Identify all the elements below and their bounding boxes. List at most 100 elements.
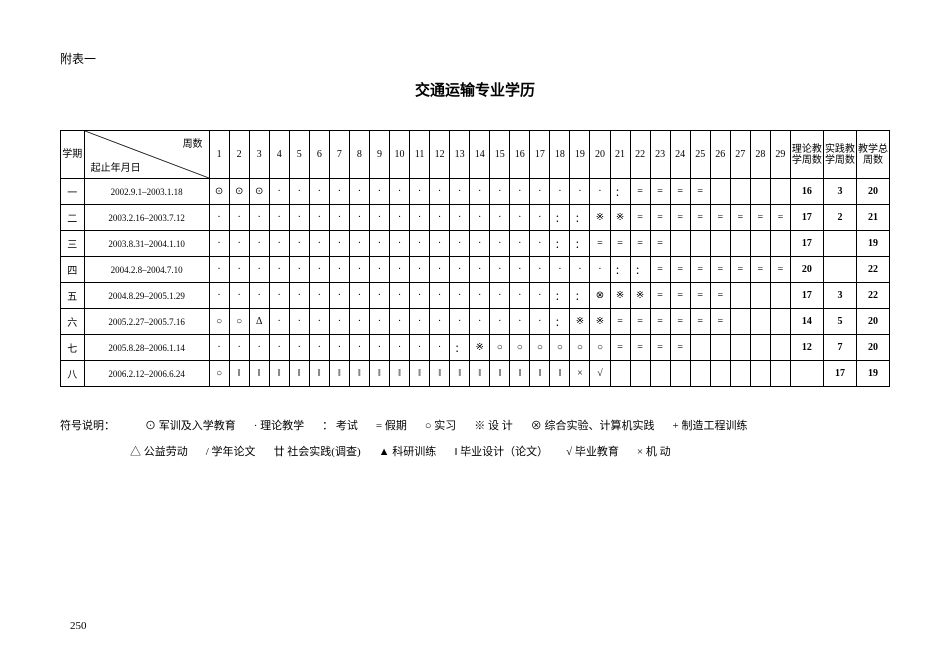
legend: 符号说明： ⊙ 军训及入学教育· 理论教学： 考试= 假期○ 实习※ 设 计⊗ … <box>60 415 890 463</box>
hdr-week: 1 <box>209 131 229 179</box>
cell-week: · <box>510 309 530 335</box>
cell-week <box>770 179 790 205</box>
cell-week: ‖ <box>229 361 249 387</box>
cell-week: · <box>229 335 249 361</box>
cell-date: 2002.9.1–2003.1.18 <box>84 179 209 205</box>
hdr-week: 15 <box>490 131 510 179</box>
cell-semester: 四 <box>61 257 85 283</box>
cell-sum3: 20 <box>856 179 889 205</box>
cell-sum2: 5 <box>823 309 856 335</box>
cell-date: 2003.2.16–2003.7.12 <box>84 205 209 231</box>
cell-week: · <box>369 231 389 257</box>
legend-item: · 理论教学 <box>254 415 304 437</box>
table-row: 七2005.8.28–2006.1.14············：※○○○○○○… <box>61 335 890 361</box>
table-row: 六2005.2.27–2005.7.16○○Δ··············：※※… <box>61 309 890 335</box>
table-row: 五2004.8.29–2005.1.29·················：：⊗… <box>61 283 890 309</box>
cell-week: · <box>369 205 389 231</box>
cell-week: · <box>450 205 470 231</box>
hdr-week: 18 <box>550 131 570 179</box>
cell-week <box>670 361 690 387</box>
cell-week <box>750 231 770 257</box>
cell-week: = <box>770 257 790 283</box>
cell-week: = <box>650 283 670 309</box>
cell-week: ： <box>630 257 650 283</box>
cell-sum1: 14 <box>790 309 823 335</box>
cell-week <box>670 231 690 257</box>
cell-week: · <box>329 257 349 283</box>
cell-week: ※ <box>610 283 630 309</box>
hdr-week: 17 <box>530 131 550 179</box>
cell-week: · <box>369 179 389 205</box>
cell-week <box>710 179 730 205</box>
table-row: 三2003.8.31–2004.1.10·················：：=… <box>61 231 890 257</box>
cell-week: · <box>450 257 470 283</box>
legend-lead: 符号说明： <box>60 415 115 437</box>
hdr-week: 19 <box>570 131 590 179</box>
cell-week: ※ <box>570 309 590 335</box>
cell-week: · <box>590 257 610 283</box>
cell-sum3: 20 <box>856 309 889 335</box>
cell-week: · <box>269 179 289 205</box>
cell-week: ‖ <box>389 361 409 387</box>
cell-week: ○ <box>550 335 570 361</box>
cell-week <box>690 335 710 361</box>
cell-semester: 二 <box>61 205 85 231</box>
legend-item: = 假期 <box>376 415 407 437</box>
cell-week: ‖ <box>289 361 309 387</box>
cell-week: · <box>389 179 409 205</box>
legend-item: ▲ 科研训练 <box>379 441 437 463</box>
cell-week: · <box>349 335 369 361</box>
cell-week: = <box>630 205 650 231</box>
cell-week: = <box>690 179 710 205</box>
cell-week: · <box>470 257 490 283</box>
cell-week: · <box>410 179 430 205</box>
cell-week: · <box>269 231 289 257</box>
table-row: 四2004.2.8–2004.7.10····················：… <box>61 257 890 283</box>
cell-week: ： <box>570 205 590 231</box>
cell-week: · <box>410 257 430 283</box>
hdr-week: 9 <box>369 131 389 179</box>
cell-week: = <box>650 335 670 361</box>
cell-week: · <box>410 335 430 361</box>
legend-item: ※ 设 计 <box>474 415 513 437</box>
cell-week: = <box>670 179 690 205</box>
cell-week: · <box>289 309 309 335</box>
cell-week: · <box>490 257 510 283</box>
cell-week: · <box>369 283 389 309</box>
hdr-week: 22 <box>630 131 650 179</box>
hdr-week: 21 <box>610 131 630 179</box>
cell-week: = <box>630 335 650 361</box>
cell-semester: 五 <box>61 283 85 309</box>
cell-week: · <box>289 257 309 283</box>
cell-week: = <box>630 309 650 335</box>
cell-week <box>710 361 730 387</box>
cell-semester: 一 <box>61 179 85 205</box>
cell-week: · <box>309 335 329 361</box>
cell-week: ‖ <box>410 361 430 387</box>
hdr-diagonal: 周数 起止年月日 <box>84 131 209 179</box>
cell-week: · <box>269 335 289 361</box>
cell-week: ‖ <box>329 361 349 387</box>
cell-week: · <box>389 257 409 283</box>
hdr-week: 28 <box>750 131 770 179</box>
cell-week: = <box>670 205 690 231</box>
cell-week: · <box>470 205 490 231</box>
cell-week: · <box>470 309 490 335</box>
hdr-week: 20 <box>590 131 610 179</box>
cell-week: ⊙ <box>209 179 229 205</box>
cell-week: · <box>329 205 349 231</box>
cell-week: · <box>530 205 550 231</box>
cell-week: √ <box>590 361 610 387</box>
cell-week: · <box>309 283 329 309</box>
hdr-week: 24 <box>670 131 690 179</box>
cell-week: · <box>249 231 269 257</box>
cell-week <box>770 309 790 335</box>
cell-week: · <box>550 257 570 283</box>
cell-week: · <box>289 231 309 257</box>
cell-sum1: 17 <box>790 231 823 257</box>
cell-week <box>730 361 750 387</box>
cell-week: · <box>349 309 369 335</box>
cell-week: = <box>650 257 670 283</box>
cell-week: · <box>570 179 590 205</box>
hdr-week: 13 <box>450 131 470 179</box>
